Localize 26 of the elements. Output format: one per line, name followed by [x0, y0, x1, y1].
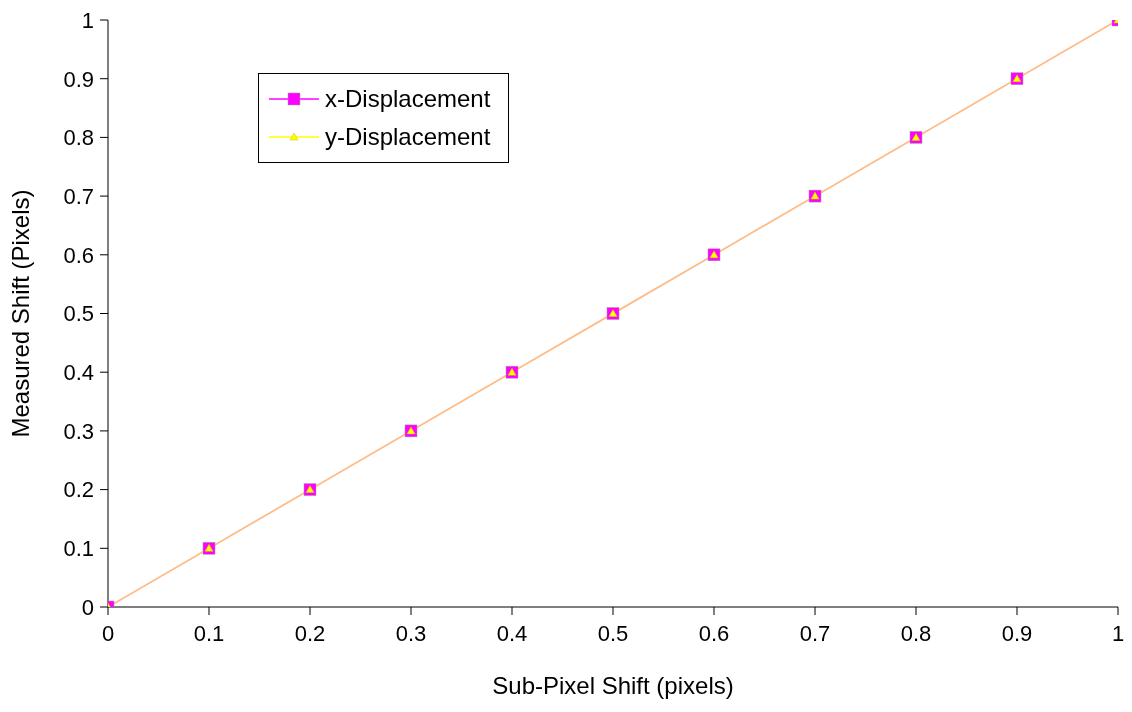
x-tick-label: 0.6	[698, 620, 730, 646]
x-tick-label: 0.5	[597, 620, 629, 646]
x-tick-label: 0.2	[294, 620, 326, 646]
x-tick-label: 0.8	[900, 620, 932, 646]
y-tick-label: 0.4	[63, 360, 94, 386]
y-tick-label: 0.3	[63, 418, 94, 444]
y-tick-label: 0.2	[63, 477, 94, 503]
y-tick-label: 0	[81, 594, 94, 620]
x-tick-label: 0	[101, 620, 115, 646]
y-tick-label: 1	[81, 7, 94, 33]
x-tick-label: 0.3	[395, 620, 427, 646]
x-tick-label: 0.1	[193, 620, 225, 646]
y-tick-label: 0.8	[63, 125, 94, 151]
y-tick-label: 0.6	[63, 242, 94, 268]
y-tick-label: 0.1	[63, 536, 94, 562]
legend-label: x-Displacement	[325, 84, 491, 114]
x-axis-title: Sub-Pixel Shift (pixels)	[492, 672, 734, 699]
x-tick-label: 1	[1111, 620, 1125, 646]
legend-label: y-Displacement	[325, 122, 491, 152]
y-tick-label: 0.5	[63, 301, 94, 327]
y-tick-label: 0.9	[63, 66, 94, 92]
x-tick-label: 0.7	[799, 620, 831, 646]
y-axis-title: Measured Shift (Pixels)	[6, 189, 34, 438]
x-tick-label: 0.9	[1001, 620, 1033, 646]
y-tick-label: 0.7	[63, 183, 94, 209]
x-tick-label: 0.4	[496, 620, 528, 646]
